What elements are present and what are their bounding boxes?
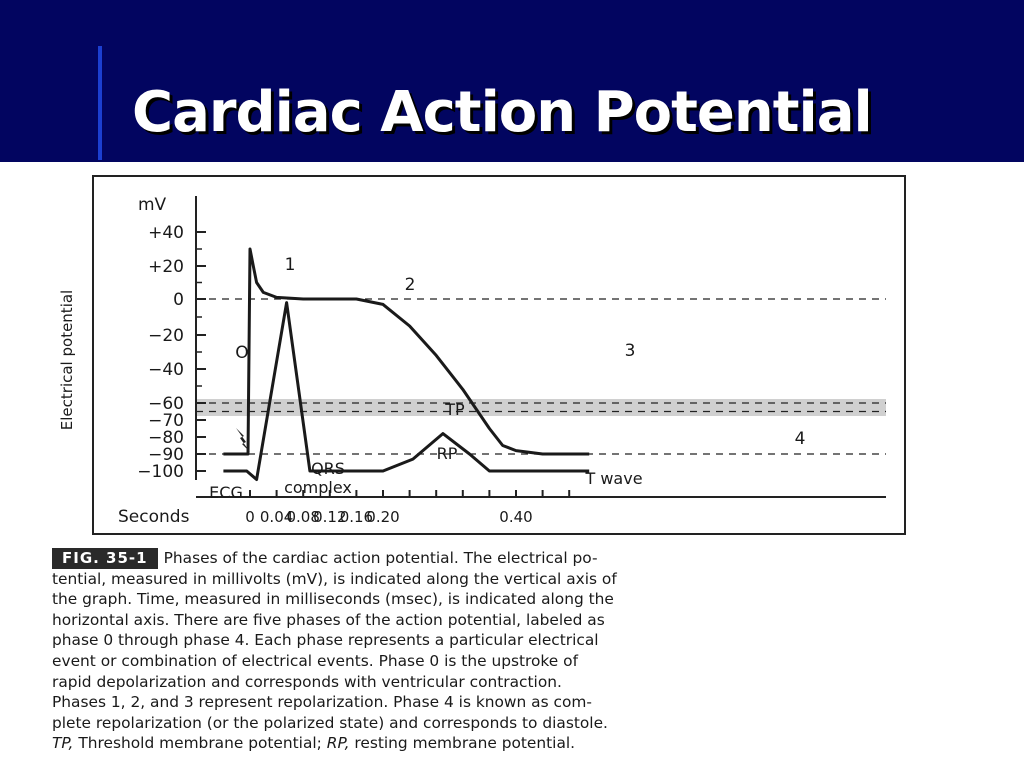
y-tick-label: +20 xyxy=(148,257,184,277)
qrs-label: QRS xyxy=(311,459,345,478)
ecg-line xyxy=(223,301,590,481)
y-tick-label: −70 xyxy=(148,411,184,431)
slide-content xyxy=(0,162,1024,768)
tp-label: TP xyxy=(444,400,465,419)
title-accent-bar xyxy=(98,46,102,160)
x-tick-label: 0.12 xyxy=(313,508,346,526)
caption-line-5: event or combination of electrical event… xyxy=(52,651,578,670)
y-tick-label: −90 xyxy=(148,445,184,465)
caption-line-6: rapid depolarization and corresponds wit… xyxy=(52,672,562,691)
t-wave-label: T wave xyxy=(584,469,642,488)
phase-label: 3 xyxy=(625,341,636,361)
caption-line-9: TP, Threshold membrane potential; RP, re… xyxy=(52,733,914,754)
caption-line-0: FIG. 35-1 Phases of the cardiac action po… xyxy=(52,548,914,569)
figure-frame xyxy=(92,175,906,535)
y-axis-label: Electrical potential xyxy=(58,290,76,430)
caption-line-2: the graph. Time, measured in millisecond… xyxy=(52,590,614,609)
phase-label: 2 xyxy=(405,275,416,295)
phase-label: 4 xyxy=(795,429,806,449)
action-potential-line xyxy=(223,247,590,456)
y-tick-label: −20 xyxy=(148,326,184,346)
caption-line-7: Phases 1, 2, and 3 represent repolarizat… xyxy=(52,693,592,712)
y-unit-label: mV xyxy=(138,195,167,215)
x-axis-label: Seconds xyxy=(118,507,190,527)
title-bar: Cardiac Action Potential xyxy=(0,0,1024,162)
qrs-complex-label: complex xyxy=(284,478,352,497)
y-tick-label: −40 xyxy=(148,360,184,380)
stimulus-bolt-icon xyxy=(236,428,250,452)
rp-label: RP xyxy=(437,444,458,463)
y-tick-label: −100 xyxy=(137,462,184,482)
x-tick-label: 0.08 xyxy=(286,508,319,526)
y-tick-label: +40 xyxy=(148,223,184,243)
tp-abbreviation: TP, xyxy=(52,734,74,753)
y-tick-label: −80 xyxy=(148,428,184,448)
figure-label: FIG. 35-1 xyxy=(52,548,158,569)
phase-label: O xyxy=(235,343,248,363)
tp-definition: Threshold membrane potential; xyxy=(73,734,327,753)
ecg-label: ECG xyxy=(209,483,243,502)
x-tick-label: 0.20 xyxy=(366,508,399,526)
caption-line-4: phase 0 through phase 4. Each phase repr… xyxy=(52,631,599,650)
caption-text-0: Phases of the cardiac action potential. … xyxy=(163,549,598,567)
rp-definition: resting membrane potential. xyxy=(349,734,576,753)
x-tick-label: 0.40 xyxy=(499,508,532,526)
slide-title: Cardiac Action Potential xyxy=(132,80,873,145)
x-tick-label: 0 xyxy=(245,508,255,526)
phase-label: 1 xyxy=(285,255,296,275)
caption-line-3: horizontal axis. There are five phases o… xyxy=(52,610,605,629)
x-tick-label: 0.16 xyxy=(340,508,373,526)
caption-line-8: plete repolarization (or the polarized s… xyxy=(52,713,608,732)
y-tick-label: −60 xyxy=(148,394,184,414)
y-tick-label: 0 xyxy=(173,290,184,310)
x-tick-label: 0.04 xyxy=(260,508,293,526)
figure-caption: FIG. 35-1 Phases of the cardiac action po… xyxy=(52,548,914,754)
rp-abbreviation: RP, xyxy=(326,734,350,753)
caption-line-1: tential, measured in millivolts (mV), is… xyxy=(52,569,617,588)
